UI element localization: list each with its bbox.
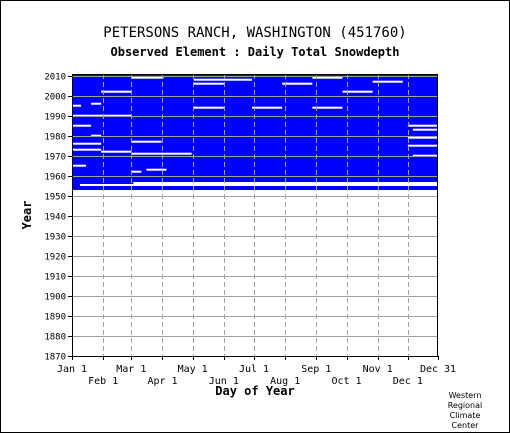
x-tick-label: Sep 1 [301, 364, 331, 375]
y-tick-label: 2000 [44, 93, 66, 103]
x-tick-label: Mar 1 [116, 364, 146, 375]
x-tick-label: Oct 1 [331, 376, 361, 387]
missing-data-gap [193, 82, 224, 85]
missing-data-gap [407, 124, 438, 127]
tick-layer: 1870 1880 1890 1900 1910 1920 1930 1940 1950 1960… [44, 73, 456, 388]
missing-data-gap [407, 136, 438, 139]
x-axis-label: Day of Year [215, 384, 294, 398]
missing-data-gap [251, 106, 283, 109]
x-tick-label: Jul 1 [239, 364, 269, 375]
y-tick-label: 1960 [44, 173, 66, 183]
x-tick-label: Feb 1 [88, 376, 118, 387]
y-axis-label: Year [20, 201, 34, 230]
credit-line: Center [451, 421, 479, 430]
y-tick-label: 1880 [44, 333, 66, 343]
missing-data-gap [91, 102, 102, 105]
y-tick-label: 1980 [44, 133, 66, 143]
data-row [72, 184, 81, 186]
missing-data-gap [312, 76, 343, 79]
x-tick-label: Jun 1 [209, 376, 239, 387]
missing-data-gap [312, 106, 343, 109]
y-tick-label: 1920 [44, 253, 66, 263]
y-tick-label: 1970 [44, 153, 66, 163]
credit-line: Climate [449, 411, 481, 420]
missing-data-gap [91, 134, 102, 137]
credit-line: Regional [447, 401, 483, 410]
missing-data-gap [131, 170, 142, 173]
credit-line: Western [448, 391, 482, 400]
station-title: PETERSONS RANCH, WASHINGTON (451760) [103, 25, 407, 41]
missing-data-gap [407, 144, 438, 147]
missing-data-gap [131, 76, 164, 79]
missing-data-gap [193, 78, 252, 81]
x-tick-label: Apr 1 [147, 376, 177, 387]
x-tick-label: May 1 [178, 364, 208, 375]
missing-data-gap [146, 168, 167, 171]
missing-data-gap [101, 150, 132, 153]
missing-data-gap [372, 80, 403, 83]
grid-layer [72, 74, 438, 357]
missing-data-gap [101, 90, 132, 93]
x-tick-label: Dec 31 [420, 364, 456, 375]
missing-data-gap [282, 82, 313, 85]
missing-data-gap [72, 148, 102, 151]
missing-data-gap [193, 106, 224, 109]
y-tick-label: 1930 [44, 233, 66, 243]
y-tick-label: 1870 [44, 353, 66, 363]
missing-data-gap [72, 142, 102, 145]
missing-data-gap [72, 104, 82, 107]
y-tick-label: 1990 [44, 113, 66, 123]
x-tick-label: Dec 1 [393, 376, 423, 387]
missing-data-gap [131, 140, 162, 143]
y-tick-label: 1910 [44, 273, 66, 283]
missing-data-gap [72, 114, 132, 117]
missing-data-gap [412, 128, 438, 131]
missing-data-gap [131, 152, 192, 155]
x-tick-label: Nov 1 [363, 364, 393, 375]
missing-data-gap [72, 164, 87, 167]
element-subtitle: Observed Element : Daily Total Snowdepth [110, 45, 400, 59]
y-tick-label: 1940 [44, 213, 66, 223]
y-tick-label: 1890 [44, 313, 66, 323]
y-tick-label: 1950 [44, 193, 66, 203]
y-tick-label: 2010 [44, 73, 66, 83]
wrcc-credit: Western Regional Climate Center [435, 391, 495, 431]
x-tick-label: Jan 1 [57, 364, 87, 375]
missing-data-gap [342, 90, 373, 93]
x-tick-label: Aug 1 [270, 376, 300, 387]
data-row [72, 182, 134, 184]
missing-data-gap [72, 124, 92, 127]
y-tick-label: 1900 [44, 293, 66, 303]
missing-data-gap [412, 154, 438, 157]
